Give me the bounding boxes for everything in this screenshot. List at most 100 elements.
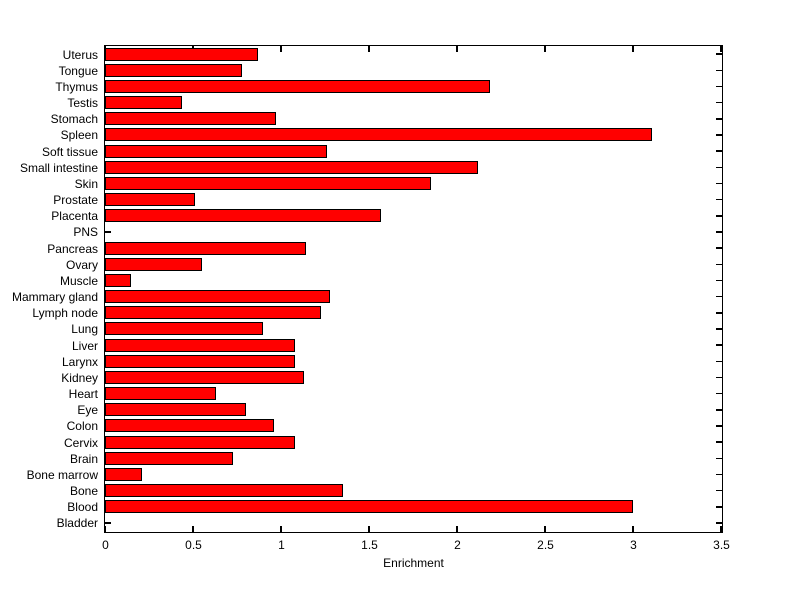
y-tick-right [716, 409, 722, 411]
x-tick-bottom [720, 526, 722, 532]
bar-placenta [105, 209, 382, 223]
x-tick-bottom [280, 526, 282, 532]
y-tick-right [716, 263, 722, 265]
x-tick-label: 3 [630, 538, 637, 552]
bar-colon [105, 419, 274, 433]
y-tick-right [716, 457, 722, 459]
bar-liver [105, 338, 296, 352]
y-tick-right [716, 360, 722, 362]
y-tick-left [105, 522, 111, 524]
y-tick-label: Bone marrow [26, 467, 98, 482]
bar-skin [105, 176, 431, 190]
y-tick-label: Placenta [51, 209, 98, 224]
bar-bone [105, 484, 343, 498]
y-tick-right [716, 522, 722, 524]
y-tick-right [716, 376, 722, 379]
y-tick-right [716, 53, 722, 55]
y-tick-right [716, 150, 722, 152]
plot-area [104, 45, 723, 533]
x-tick-top [456, 46, 458, 52]
x-tick-top [720, 46, 722, 52]
x-tick-top [632, 46, 634, 52]
y-tick-label: Testis [67, 96, 98, 111]
bar-larynx [105, 354, 296, 368]
y-tick-right [716, 312, 722, 314]
y-tick-label: Blood [67, 500, 98, 515]
y-tick-right [716, 506, 722, 508]
x-tick-bottom [104, 526, 106, 532]
bar-lung [105, 322, 264, 336]
bar-stomach [105, 112, 276, 126]
x-tick-bottom [456, 526, 458, 532]
y-tick-right [716, 328, 722, 330]
y-tick-right [716, 101, 722, 104]
y-tick-label: Uterus [62, 47, 98, 62]
y-tick-label: Mammary gland [11, 290, 98, 305]
y-tick-label: PNS [73, 225, 98, 240]
x-tick-label: 0 [102, 538, 109, 552]
y-tick-right [716, 473, 722, 476]
y-tick-right [716, 344, 722, 346]
x-tick-label: 2 [454, 538, 461, 552]
y-tick-label: Heart [68, 387, 98, 402]
x-tick-top [544, 46, 546, 52]
y-tick-left [105, 231, 111, 233]
y-tick-right [716, 441, 722, 443]
bar-small-intestine [105, 160, 479, 174]
bar-tongue [105, 63, 243, 77]
y-tick-label: Soft tissue [41, 144, 98, 159]
bar-prostate [105, 193, 195, 207]
bar-heart [105, 387, 216, 401]
bar-uterus [105, 47, 259, 61]
y-tick-label: Bone [69, 484, 98, 499]
y-tick-right [716, 247, 722, 249]
y-tick-label: Bladder [56, 516, 98, 531]
y-tick-label: Small intestine [19, 160, 98, 175]
y-tick-right [716, 231, 722, 233]
y-tick-right [716, 489, 722, 492]
bar-testis [105, 96, 183, 110]
y-tick-label: Colon [66, 419, 98, 434]
y-tick-label: Stomach [50, 112, 98, 127]
y-tick-label: Ovary [65, 257, 98, 272]
x-tick-bottom [368, 526, 370, 532]
y-tick-right [716, 392, 722, 395]
bar-eye [105, 403, 246, 417]
x-tick-label: 3.5 [713, 538, 730, 552]
y-tick-label: Brain [69, 451, 98, 466]
y-tick-label: Thymus [55, 79, 98, 94]
y-tick-label: Skin [74, 176, 98, 191]
bar-lymph-node [105, 306, 322, 320]
y-tick-label: Eye [77, 403, 98, 418]
y-tick-right [716, 279, 722, 282]
x-tick-label: 1 [278, 538, 285, 552]
y-tick-label: Larynx [61, 354, 98, 369]
x-tick-label: 2.5 [537, 538, 554, 552]
y-tick-right [716, 215, 722, 217]
bar-ovary [105, 257, 202, 271]
x-tick-label: 1.5 [361, 538, 378, 552]
y-tick-right [716, 425, 722, 427]
y-tick-right [716, 198, 722, 201]
x-axis-label: Enrichment [383, 556, 444, 570]
x-tick-bottom [632, 526, 634, 532]
x-tick-bottom [544, 526, 546, 532]
bar-blood [105, 500, 633, 514]
bar-muscle [105, 273, 132, 287]
bar-soft-tissue [105, 144, 327, 158]
x-tick-bottom [192, 526, 194, 532]
bar-brain [105, 451, 234, 465]
y-tick-right [716, 118, 722, 120]
y-tick-label: Lung [71, 322, 98, 337]
y-tick-right [716, 166, 722, 168]
x-tick-top [368, 46, 370, 52]
bar-thymus [105, 79, 491, 93]
bar-kidney [105, 370, 304, 384]
y-tick-label: Muscle [59, 273, 98, 288]
y-tick-right [716, 182, 722, 185]
bar-mammary-gland [105, 290, 331, 304]
y-tick-label: Kidney [61, 370, 98, 385]
y-tick-right [716, 69, 722, 71]
bar-cervix [105, 435, 296, 449]
